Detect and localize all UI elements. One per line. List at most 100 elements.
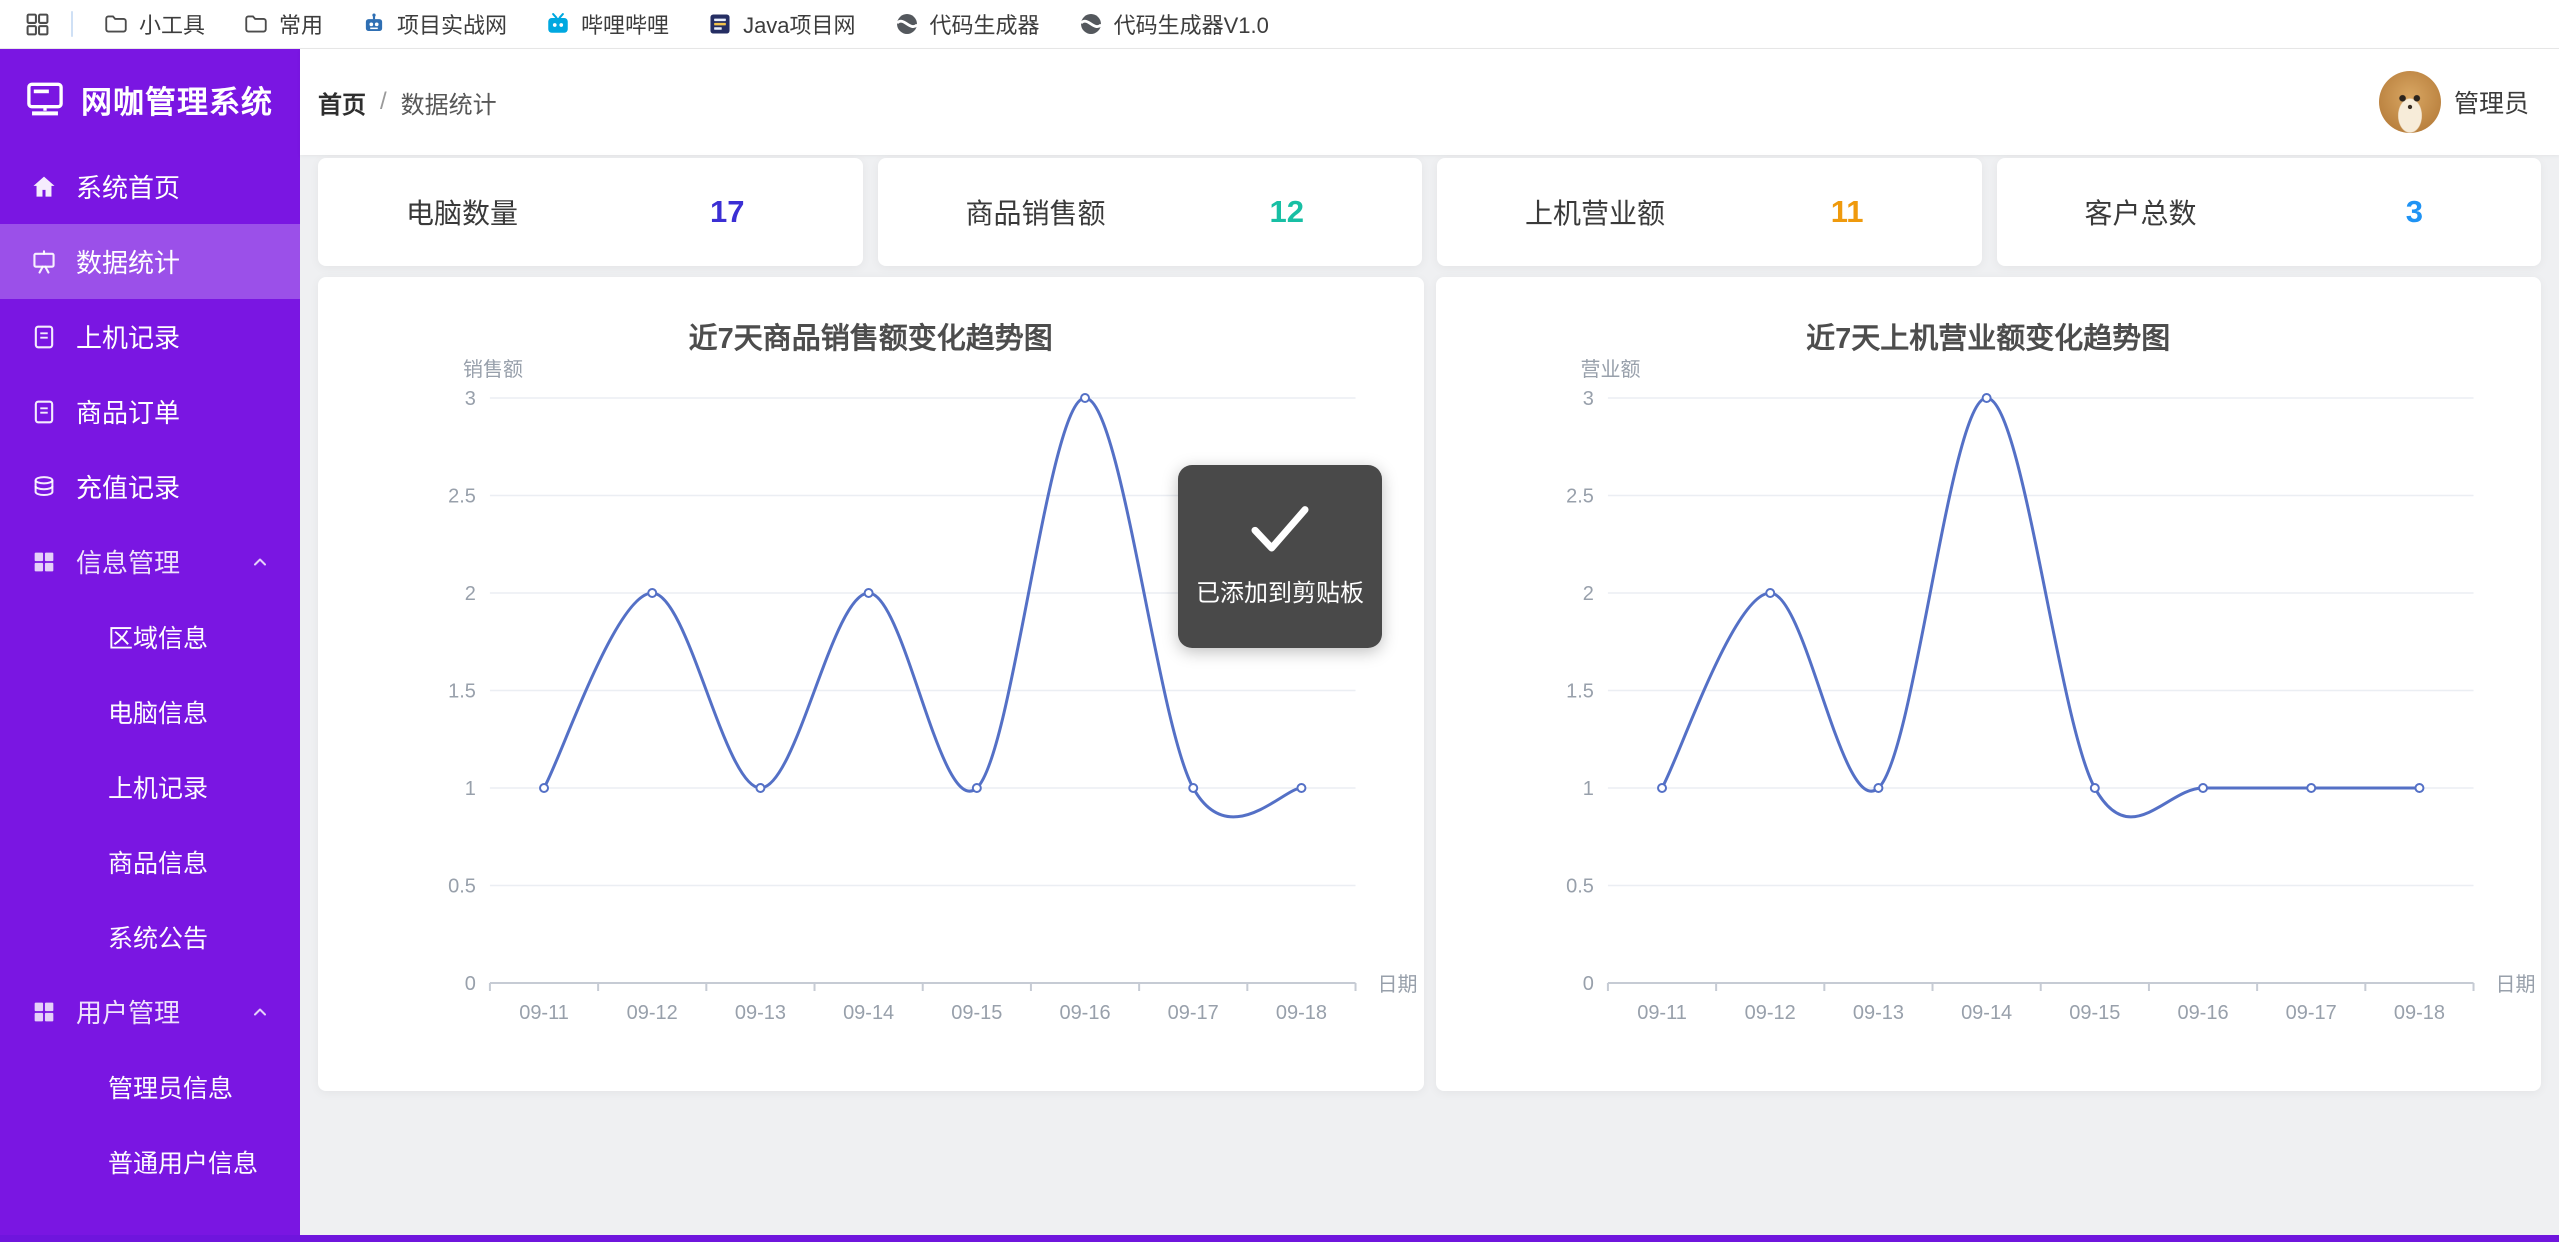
stat-card-商品销售额: 商品销售额 12 xyxy=(877,158,1422,266)
chart-card-revenue: 近7天上机营业额变化趋势图 营业额 0 0.5 1 1.5 2 2.5 3 09-11 09-1… xyxy=(1435,277,2541,1091)
y-axis-name-revenue: 营业额 xyxy=(1580,359,1641,381)
stat-value: 3 xyxy=(2405,194,2423,229)
app-title: 网咖管理系统 xyxy=(81,84,273,120)
apps-grid-icon[interactable] xyxy=(24,11,51,38)
svg-text:09-18: 09-18 xyxy=(2393,1002,2444,1024)
bookmark-label: 小工具 xyxy=(139,13,206,38)
sidebar-subitem-label: 上机记录 xyxy=(108,774,209,803)
sidebar: 网咖管理系统 系统首页 数据统计 上机记录 商品订单 充值记录 信息管理 区域信息 电脑信息上… xyxy=(0,49,300,1242)
svg-text:0: 0 xyxy=(1582,973,1593,995)
svg-text:09-15: 09-15 xyxy=(2069,1002,2120,1024)
svg-text:09-11: 09-11 xyxy=(1637,1002,1687,1024)
stat-card-上机营业额: 上机营业额 11 xyxy=(1437,158,1982,266)
sidebar-item-充值记录[interactable]: 充值记录 xyxy=(0,449,300,524)
sidebar-subitem-上机记录[interactable]: 上机记录 xyxy=(0,749,300,824)
sidebar-item-label: 上机记录 xyxy=(76,323,181,353)
sidebar-subitem-区域信息[interactable]: 区域信息 xyxy=(0,599,300,674)
sidebar-item-系统首页[interactable]: 系统首页 xyxy=(0,149,300,224)
user-menu[interactable]: 管理员 xyxy=(2378,71,2529,133)
svg-text:09-12: 09-12 xyxy=(627,1002,678,1024)
sidebar-subitem-管理员信息[interactable]: 管理员信息 xyxy=(0,1049,300,1124)
sidebar-subitem-label: 商品信息 xyxy=(108,849,209,878)
svg-text:09-13: 09-13 xyxy=(735,1002,786,1024)
board-icon xyxy=(30,248,58,276)
stat-card-电脑数量: 电脑数量 17 xyxy=(318,158,863,266)
svg-text:2.5: 2.5 xyxy=(448,485,476,507)
bookmark-item[interactable]: 代码生成器V1.0 xyxy=(1078,8,1269,40)
svg-text:09-18: 09-18 xyxy=(1276,1002,1327,1024)
svg-text:09-17: 09-17 xyxy=(1168,1002,1219,1024)
svg-text:日期: 日期 xyxy=(1378,974,1418,996)
folder-icon xyxy=(243,11,269,37)
sidebar-subitem-电脑信息[interactable]: 电脑信息 xyxy=(0,674,300,749)
sidebar-subitem-系统公告[interactable]: 系统公告 xyxy=(0,899,300,974)
bookmark-label: Java项目网 xyxy=(743,13,856,38)
sidebar-item-上机记录[interactable]: 上机记录 xyxy=(0,299,300,374)
sidebar-subitem-label: 系统公告 xyxy=(108,924,209,953)
chart-title-sales: 近7天商品销售额变化趋势图 xyxy=(688,323,1053,355)
svg-text:09-16: 09-16 xyxy=(2177,1002,2228,1024)
bilibili-icon xyxy=(545,11,571,37)
svg-text:09-12: 09-12 xyxy=(1744,1002,1795,1024)
robot-icon xyxy=(361,11,387,37)
sidebar-item-商品订单[interactable]: 商品订单 xyxy=(0,374,300,449)
main-area: 首页 / 数据统计 管理员 电脑数量 17 商品销售额 12 上机营业额 11 客户总数 3 … xyxy=(300,49,2559,1242)
svg-text:日期: 日期 xyxy=(2495,974,2535,996)
bookmark-item[interactable]: 小工具 xyxy=(103,8,205,40)
stat-card-客户总数: 客户总数 3 xyxy=(1996,158,2541,266)
bookmark-label: 代码生成器V1.0 xyxy=(1113,13,1269,38)
sidebar-nav: 系统首页 数据统计 上机记录 商品订单 充值记录 信息管理 区域信息 电脑信息 上机记录 商品信息… xyxy=(0,149,300,1199)
sidebar-item-label: 充值记录 xyxy=(76,473,181,503)
stat-label: 客户总数 xyxy=(2084,198,2197,229)
avatar[interactable] xyxy=(2378,71,2441,133)
footer-strip xyxy=(0,1235,2559,1242)
breadcrumb: 首页 / 数据统计 xyxy=(318,85,497,120)
sidebar-subitem-商品信息[interactable]: 商品信息 xyxy=(0,824,300,899)
line-chart-revenue: 0 0.5 1 1.5 2 2.5 3 09-11 09-12 09-13 09-14 09-15 09… xyxy=(1566,388,2535,1024)
bookmark-label: 常用 xyxy=(279,13,324,38)
bookmark-item[interactable]: Java项目网 xyxy=(707,8,856,40)
sidebar-subitem-普通用户信息[interactable]: 普通用户信息 xyxy=(0,1124,300,1199)
sidebar-item-label: 数据统计 xyxy=(76,248,181,278)
check-icon xyxy=(1240,487,1320,567)
sidebar-subitem-label: 电脑信息 xyxy=(108,699,209,728)
caret-up-icon xyxy=(248,550,272,574)
content: 电脑数量 17 商品销售额 12 上机营业额 11 客户总数 3 近7天商品销售额变化趋势图 … xyxy=(300,155,2559,1091)
sidebar-item-label: 用户管理 xyxy=(76,998,181,1028)
caret-up-icon xyxy=(248,1000,272,1024)
bookmark-item[interactable]: 代码生成器 xyxy=(894,8,1040,40)
breadcrumb-home[interactable]: 首页 xyxy=(318,91,366,119)
svg-text:0: 0 xyxy=(465,973,476,995)
grid-icon xyxy=(30,548,58,576)
svg-text:0.5: 0.5 xyxy=(1566,875,1594,897)
bookmark-item[interactable]: 哔哩哔哩 xyxy=(545,8,669,40)
header: 首页 / 数据统计 管理员 xyxy=(300,49,2559,155)
svg-text:1.5: 1.5 xyxy=(448,680,476,702)
grid-icon xyxy=(30,998,58,1026)
svg-text:2.5: 2.5 xyxy=(1566,485,1594,507)
bookmark-item[interactable]: 常用 xyxy=(243,8,323,40)
doc-icon xyxy=(30,398,58,426)
doc-icon xyxy=(30,323,58,351)
monitor-icon xyxy=(24,78,66,120)
stat-value: 12 xyxy=(1269,194,1304,229)
database-icon xyxy=(30,473,58,501)
home-icon xyxy=(30,173,58,201)
svg-text:09-15: 09-15 xyxy=(951,1002,1002,1024)
sidebar-item-数据统计[interactable]: 数据统计 xyxy=(0,224,300,299)
svg-text:09-17: 09-17 xyxy=(2285,1002,2336,1024)
sidebar-item-信息管理[interactable]: 信息管理 xyxy=(0,524,300,599)
bookmark-label: 哔哩哔哩 xyxy=(581,13,670,38)
bookmark-item[interactable]: 项目实战网 xyxy=(361,8,507,40)
sidebar-item-用户管理[interactable]: 用户管理 xyxy=(0,974,300,1049)
svg-text:2: 2 xyxy=(1582,583,1593,605)
svg-text:3: 3 xyxy=(465,388,476,410)
svg-text:0.5: 0.5 xyxy=(448,875,476,897)
breadcrumb-separator-slash: / xyxy=(380,88,387,115)
svg-text:09-13: 09-13 xyxy=(1852,1002,1903,1024)
stat-label: 电脑数量 xyxy=(406,198,519,229)
stats-row: 电脑数量 17 商品销售额 12 上机营业额 11 客户总数 3 xyxy=(318,158,2541,266)
bookmarks-list: 小工具 常用 项目实战网 哔哩哔哩 Java项目网 代码生成器 代码生成器V1.0 xyxy=(103,8,1269,40)
svg-text:09-14: 09-14 xyxy=(843,1002,894,1024)
